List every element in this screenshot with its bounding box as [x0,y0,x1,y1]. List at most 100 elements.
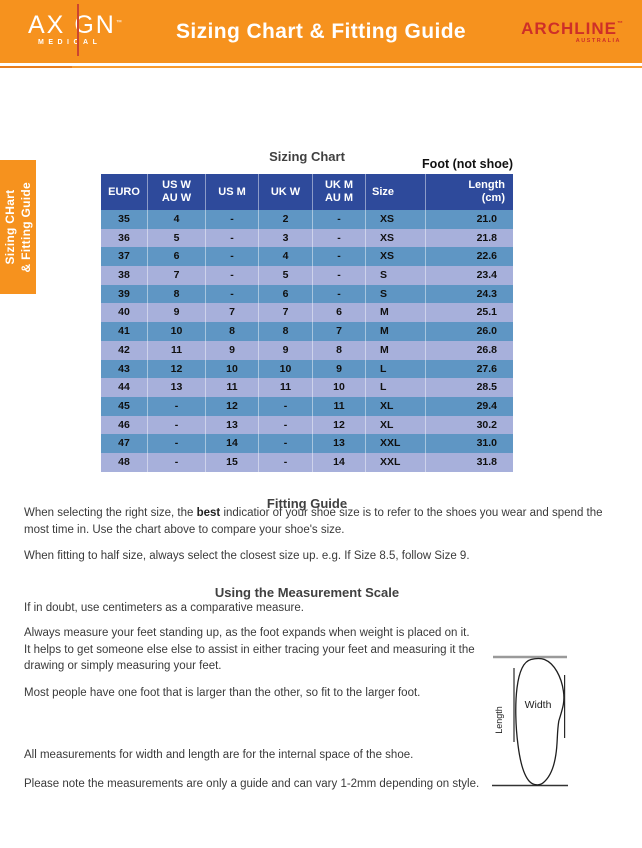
table-cell: - [205,210,258,229]
table-cell: M [365,303,425,323]
table-cell: 6 [258,284,312,304]
axign-text-left: AX [28,11,66,39]
table-cell: XS [365,247,425,267]
header-cell-uk-w: UK W [258,174,312,210]
table-cell: 11 [205,378,258,397]
foot-not-shoe-label: Foot (not shoe) [422,157,513,171]
table-cell: XXL [365,452,425,472]
table-cell: L [365,359,425,379]
archline-australia-label: AUSTRALIA [575,38,621,44]
table-cell: 35 [118,213,130,225]
header-cell-size: Size [365,174,425,210]
table-cell: - [312,210,365,229]
table-cell: 21.0 [425,210,513,229]
header-cell-us-m: US M [205,174,258,210]
table-cell: 26.0 [425,322,513,341]
table-cell: 43 [118,362,130,375]
table-cell: 6 [147,247,205,267]
table-row-euro-48: 48-15-14 XXL 31.8 [101,452,513,472]
table-cell: 36 [118,231,130,244]
table-cell: 6 [312,303,365,323]
table-cell: - [205,247,258,267]
table-cell: 39 [118,287,130,300]
table-cell: - [205,266,258,285]
table-cell: 31.8 [425,452,513,472]
table-cell: 44 [118,381,130,394]
table-cell: XL [365,396,425,416]
table-cell: 10 [147,322,205,341]
table-cell: 7 [258,303,312,323]
table-cell: S [365,266,425,285]
table-cell: 10 [205,359,258,379]
axign-medical-label: MEDICAL [38,39,102,46]
table-cell: 8 [258,322,312,341]
table-cell: - [258,415,312,435]
table-row-euro-40: 40 9 7 7 6 M 25.1 [101,303,513,323]
table-cell: 30.2 [425,415,513,435]
table-cell: 24.3 [425,284,513,304]
table-cell: 27.6 [425,359,513,379]
table-cell: - [312,247,365,267]
table-cell: 10 [258,359,312,379]
header-rule-accent [0,66,72,68]
table-cell: 9 [205,340,258,360]
table-body: 35 4-2- XS 21.0 36 5-3- XS 21.8 37 6-4- XS 22.6 38 7-… [101,210,513,472]
table-cell: 25.1 [425,303,513,323]
table-cell: - [258,434,312,453]
side-tab-sizing-chart: Sizing CHart & Fitting Guide [0,160,36,294]
table-cell: 14 [312,452,365,472]
axign-text-right: GN [74,11,116,39]
table-cell: 12 [147,359,205,379]
header-band: AX GN ™ MEDICAL Sizing Chart & Fitting Gui… [0,0,642,63]
measurement-paragraph-5: Please note the measurements are only a … [24,778,480,790]
table-cell: - [147,415,205,435]
table-cell: - [258,452,312,472]
table-cell: 13 [147,378,205,397]
table-cell: M [365,322,425,341]
axign-red-line-icon [77,4,79,56]
fitting-guide-heading: Fitting Guide [266,496,348,511]
table-cell: 13 [312,434,365,453]
table-cell: 47 [118,437,130,450]
table-cell: 21.8 [425,228,513,248]
table-row-euro-47: 47-14-13 XXL 31.0 [101,434,513,453]
table-cell: 9 [258,340,312,360]
table-cell: 42 [118,343,130,356]
table-cell: 8 [205,322,258,341]
table-cell: 11 [258,378,312,397]
table-cell: 23.4 [425,266,513,285]
axign-logo: AX GN ™ MEDICAL [28,4,128,56]
table-row-euro-43: 43 12 10 10 9 L 27.6 [101,359,513,379]
fitting-paragraph-1-pre: When selecting the right size, the [24,507,197,519]
table-cell: 46 [118,418,130,431]
table-cell: 8 [147,284,205,304]
table-cell: 11 [147,340,205,360]
table-cell: 45 [118,399,130,412]
table-row-euro-36: 36 5-3- XS 21.8 [101,228,513,248]
side-tab-line1: Sizing CHart [3,189,17,265]
table-cell: 37 [118,250,130,263]
measurement-paragraph-4: All measurements for width and length ar… [24,749,414,761]
table-cell: 7 [205,303,258,323]
table-cell: 41 [118,325,130,338]
archline-wordmark: ARCHLINE™ [521,20,624,37]
table-cell: 7 [147,266,205,285]
table-row-euro-39: 39 8-6- S 24.3 [101,284,513,304]
table-cell: 10 [312,378,365,397]
side-tab-line2: & Fitting Guide [19,181,33,273]
sizing-chart-heading: Sizing Chart [269,149,345,164]
table-cell: - [147,434,205,453]
table-cell: 9 [312,359,365,379]
table-row-euro-35: 35 4-2- XS 21.0 [101,210,513,229]
table-cell: - [205,284,258,304]
table-row-euro-37: 37 6-4- XS 22.6 [101,247,513,267]
table-row-euro-41: 41 10 8 8 7 M 26.0 [101,322,513,341]
table-cell: XS [365,228,425,248]
table-row-euro-46: 46-13-12 XL 30.2 [101,415,513,435]
axign-trademark: ™ [115,20,124,26]
measurement-scale-heading: Using the Measurement Scale [214,585,400,600]
table-cell: - [258,396,312,416]
measurement-paragraph-3: Most people have one foot that is larger… [24,687,421,699]
table-cell: XXL [365,434,425,453]
